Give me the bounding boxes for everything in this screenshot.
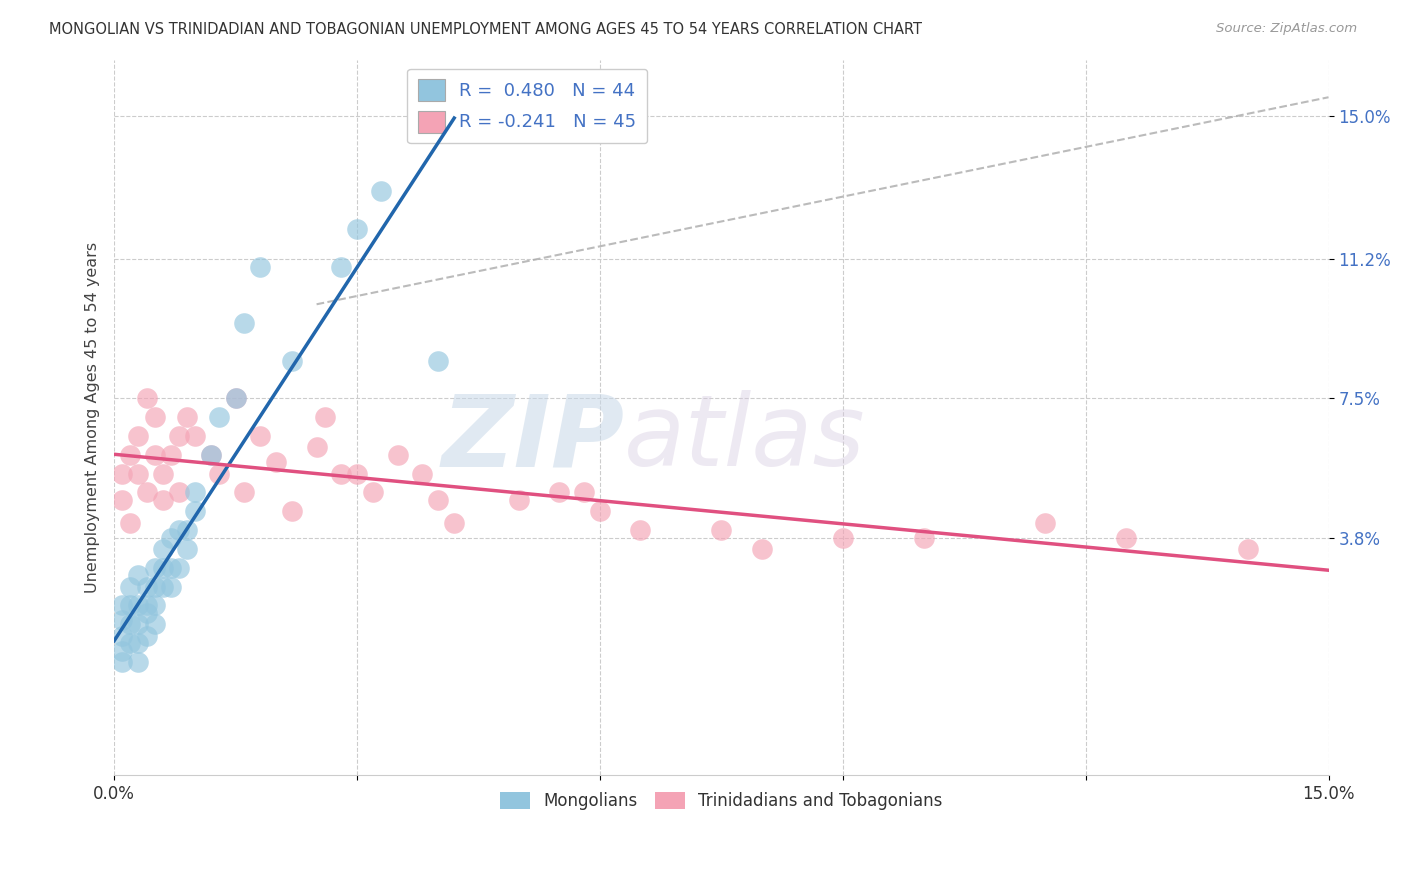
Point [152, 580, 174, 594]
Point [411, 467, 433, 481]
Point [111, 643, 134, 657]
Point [1236, 541, 1258, 556]
Point [127, 617, 149, 632]
Point [111, 655, 134, 669]
Point [143, 617, 166, 632]
Point [427, 353, 450, 368]
Text: atlas: atlas [624, 390, 866, 487]
Point [111, 599, 134, 613]
Point [135, 628, 157, 642]
Point [120, 448, 142, 462]
Point [329, 260, 352, 274]
Point [127, 636, 149, 650]
Point [232, 316, 254, 330]
Point [184, 504, 207, 518]
Point [111, 467, 134, 481]
Point [143, 599, 166, 613]
Point [111, 493, 134, 508]
Point [249, 429, 271, 443]
Point [225, 392, 247, 406]
Point [1115, 531, 1137, 545]
Point [167, 485, 190, 500]
Point [167, 523, 190, 537]
Point [160, 561, 183, 575]
Point [127, 429, 149, 443]
Point [361, 485, 384, 500]
Point [135, 580, 157, 594]
Point [120, 580, 142, 594]
Point [751, 541, 773, 556]
Point [160, 531, 183, 545]
Legend: Mongolians, Trinidadians and Tobagonians: Mongolians, Trinidadians and Tobagonians [494, 785, 949, 816]
Point [120, 636, 142, 650]
Point [135, 599, 157, 613]
Point [143, 580, 166, 594]
Point [443, 516, 465, 530]
Point [508, 493, 530, 508]
Point [314, 410, 336, 425]
Point [127, 655, 149, 669]
Point [160, 448, 183, 462]
Point [912, 531, 935, 545]
Point [427, 493, 450, 508]
Point [346, 467, 368, 481]
Point [167, 429, 190, 443]
Point [184, 485, 207, 500]
Point [160, 580, 183, 594]
Point [249, 260, 271, 274]
Point [281, 353, 304, 368]
Point [208, 467, 231, 481]
Text: Source: ZipAtlas.com: Source: ZipAtlas.com [1216, 22, 1357, 36]
Point [176, 410, 198, 425]
Point [370, 185, 392, 199]
Point [127, 467, 149, 481]
Point [127, 568, 149, 582]
Point [387, 448, 409, 462]
Point [120, 599, 142, 613]
Point [135, 485, 157, 500]
Point [305, 440, 328, 454]
Point [135, 606, 157, 620]
Point [111, 614, 134, 628]
Point [152, 493, 174, 508]
Text: ZIP: ZIP [441, 390, 624, 487]
Point [831, 531, 853, 545]
Point [200, 448, 222, 462]
Point [127, 599, 149, 613]
Text: MONGOLIAN VS TRINIDADIAN AND TOBAGONIAN UNEMPLOYMENT AMONG AGES 45 TO 54 YEARS C: MONGOLIAN VS TRINIDADIAN AND TOBAGONIAN … [49, 22, 922, 37]
Point [232, 485, 254, 500]
Point [152, 561, 174, 575]
Point [120, 617, 142, 632]
Point [135, 392, 157, 406]
Point [167, 561, 190, 575]
Point [1033, 516, 1056, 530]
Point [329, 467, 352, 481]
Point [589, 504, 612, 518]
Point [200, 448, 222, 462]
Point [184, 429, 207, 443]
Point [346, 222, 368, 236]
Point [143, 410, 166, 425]
Point [176, 523, 198, 537]
Y-axis label: Unemployment Among Ages 45 to 54 years: Unemployment Among Ages 45 to 54 years [86, 242, 100, 593]
Point [143, 561, 166, 575]
Point [152, 541, 174, 556]
Point [628, 523, 651, 537]
Point [208, 410, 231, 425]
Point [281, 504, 304, 518]
Point [111, 628, 134, 642]
Point [710, 523, 733, 537]
Point [152, 467, 174, 481]
Point [225, 392, 247, 406]
Point [548, 485, 571, 500]
Point [176, 541, 198, 556]
Point [120, 516, 142, 530]
Point [572, 485, 595, 500]
Point [264, 455, 287, 469]
Point [143, 448, 166, 462]
